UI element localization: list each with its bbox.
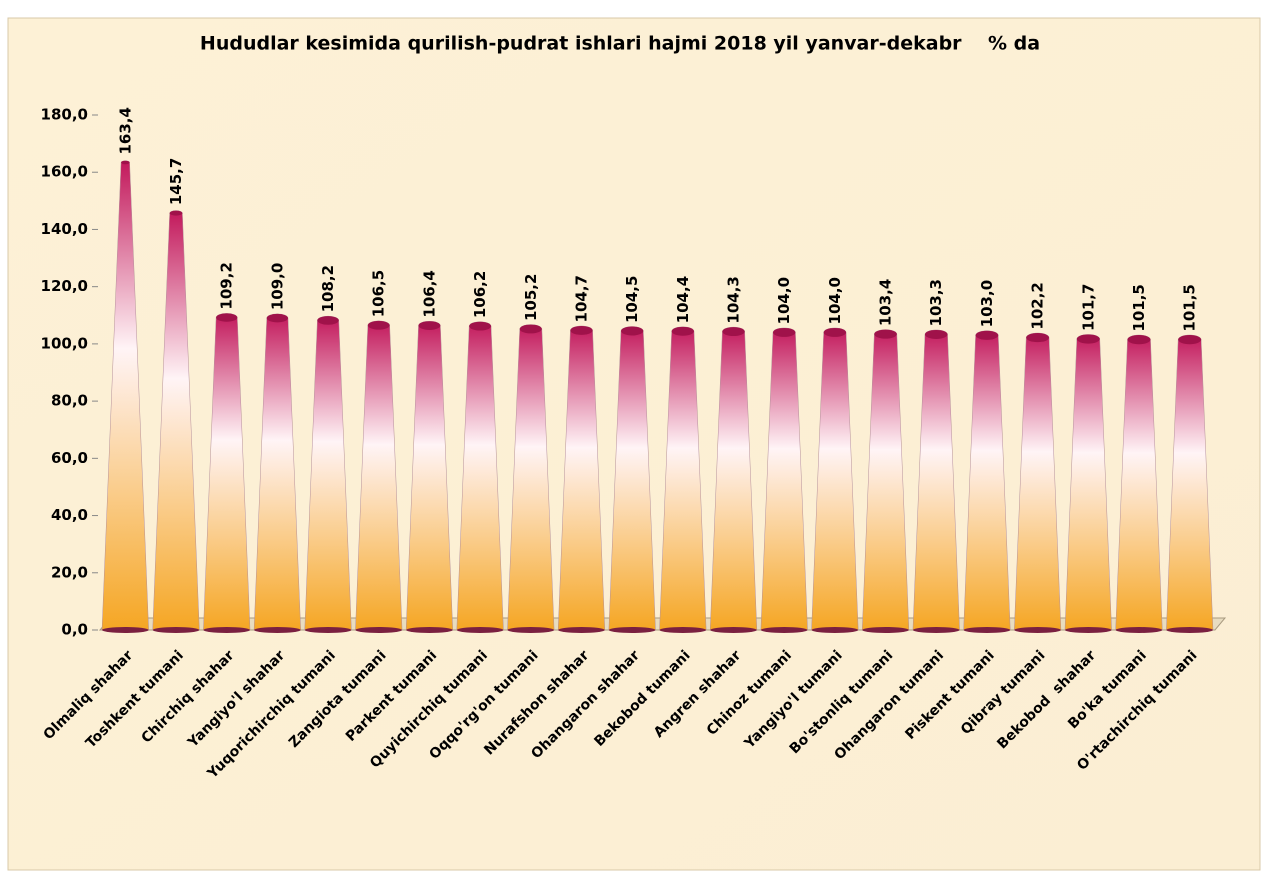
cone-base <box>102 627 149 633</box>
cone-base <box>811 627 859 633</box>
y-tick-label: 160,0 <box>41 163 88 181</box>
value-label: 108,2 <box>319 265 337 312</box>
cone-base <box>152 627 200 633</box>
cone-base <box>760 627 808 633</box>
cone-base <box>1014 627 1061 633</box>
cone-base <box>710 627 757 633</box>
cone-base <box>406 627 453 633</box>
cone-base <box>456 627 504 633</box>
cone-top <box>621 326 644 336</box>
cone-top <box>924 329 948 339</box>
cone-top <box>975 330 999 340</box>
value-label: 102,2 <box>1029 282 1047 329</box>
y-tick-label: 20,0 <box>51 563 88 581</box>
cone-top <box>469 321 492 331</box>
cone-base <box>304 627 352 633</box>
cone <box>811 327 859 631</box>
value-label: 101,5 <box>1130 284 1148 331</box>
value-label: 104,3 <box>725 276 743 323</box>
value-label: 106,4 <box>420 270 438 317</box>
y-tick-label: 60,0 <box>51 449 88 467</box>
cone-base <box>1166 627 1213 633</box>
value-label: 104,4 <box>674 276 692 323</box>
cone-base <box>507 627 555 633</box>
value-label: 145,7 <box>167 158 185 205</box>
cone-top <box>169 210 183 216</box>
y-tick-label: 40,0 <box>51 506 88 524</box>
cone-base <box>1115 627 1163 633</box>
cone-top <box>266 313 288 323</box>
value-label: 101,5 <box>1181 284 1199 331</box>
value-label: 106,5 <box>370 270 388 317</box>
value-label: 104,5 <box>623 276 641 323</box>
value-label: 109,2 <box>218 262 236 309</box>
cone-top <box>1178 335 1202 345</box>
value-label: 104,0 <box>826 277 844 324</box>
cone-base <box>355 627 403 633</box>
cone-top <box>722 327 745 337</box>
cone-top <box>121 160 130 165</box>
cone-top <box>317 316 339 325</box>
cone-base <box>963 627 1011 633</box>
cone-top <box>519 324 542 334</box>
cone-base <box>254 627 301 633</box>
cone-top <box>823 327 847 337</box>
cone-top <box>671 326 694 336</box>
cone-base <box>203 627 251 633</box>
cone-base <box>608 627 656 633</box>
value-label: 163,4 <box>116 107 134 154</box>
cone-base <box>1064 627 1112 633</box>
cone-base <box>862 627 909 633</box>
value-label: 103,0 <box>978 280 996 327</box>
cone-base <box>912 627 960 633</box>
cone-base <box>659 627 707 633</box>
y-tick-label: 120,0 <box>41 277 88 295</box>
value-label: 104,7 <box>572 275 590 322</box>
cone-top <box>1127 335 1151 345</box>
cone-top <box>216 313 238 322</box>
value-label: 101,7 <box>1079 284 1097 331</box>
y-tick-label: 100,0 <box>41 334 88 352</box>
y-tick-label: 140,0 <box>41 220 88 238</box>
cone-top <box>1076 334 1100 344</box>
chart-title: Hududlar kesimida qurilish-pudrat ishlar… <box>200 33 1040 55</box>
cone-top <box>773 327 796 337</box>
y-tick-label: 180,0 <box>41 106 88 124</box>
cone-top <box>1026 333 1050 343</box>
value-label: 109,0 <box>268 263 286 310</box>
value-label: 105,2 <box>522 274 540 321</box>
y-tick-label: 80,0 <box>51 392 88 410</box>
cone-base <box>558 627 605 633</box>
cone-top <box>874 329 897 339</box>
cone-top <box>570 325 593 335</box>
cone-top <box>418 321 441 330</box>
y-tick-label: 0,0 <box>61 621 88 639</box>
value-label: 106,2 <box>471 271 489 318</box>
value-label: 103,3 <box>927 279 945 326</box>
cone-top <box>367 320 390 330</box>
value-label: 104,0 <box>775 277 793 324</box>
value-label: 103,4 <box>877 279 895 326</box>
